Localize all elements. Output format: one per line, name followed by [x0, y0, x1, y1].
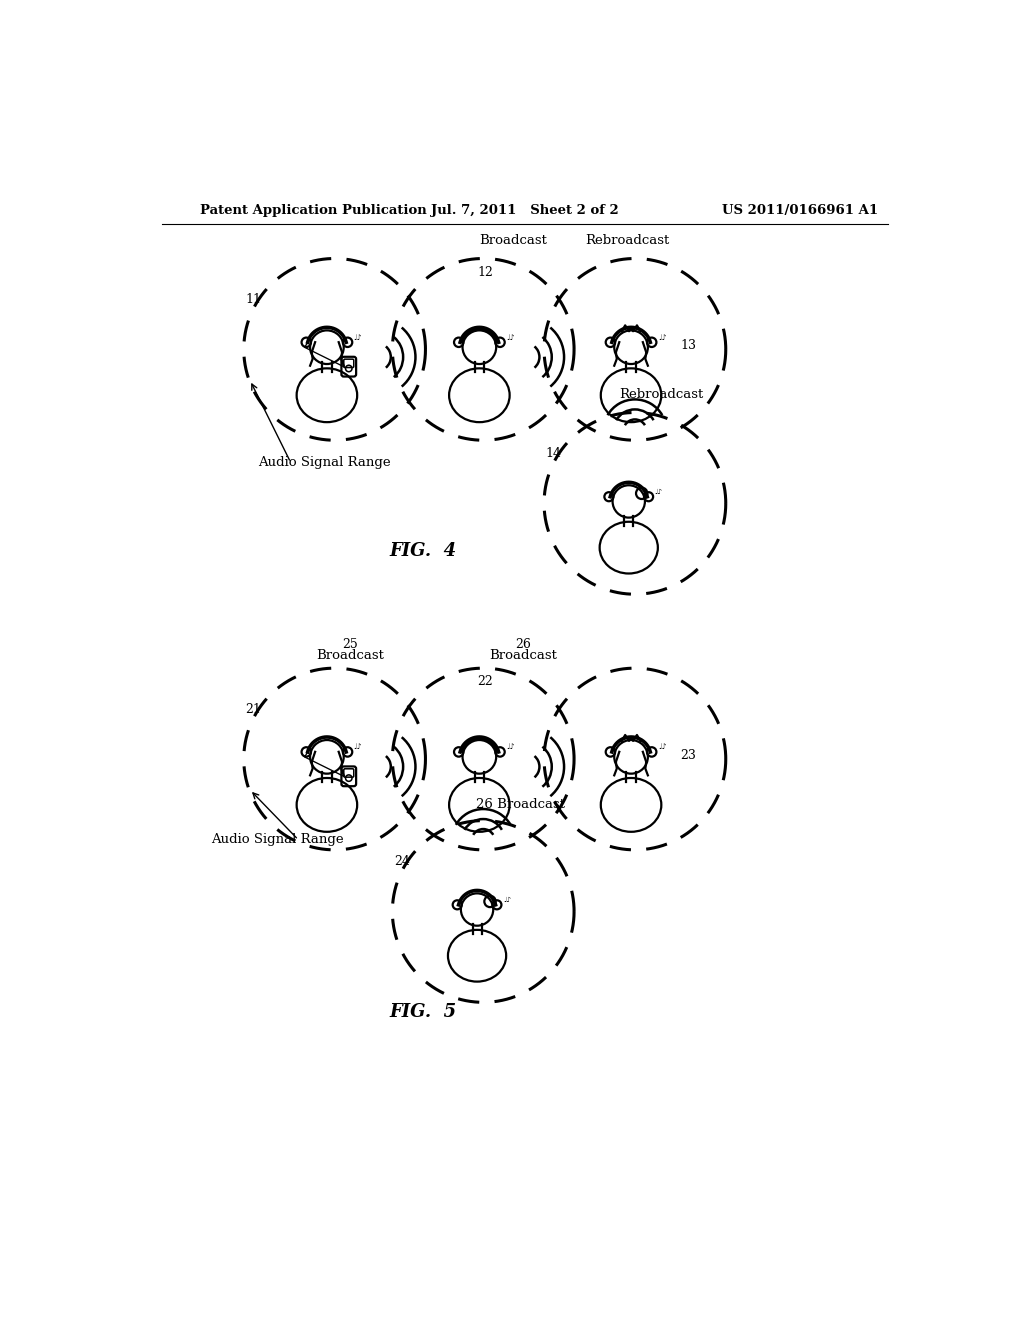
Text: ♩♪: ♩♪	[658, 333, 667, 342]
Text: Rebroadcast: Rebroadcast	[620, 388, 703, 401]
Text: Broadcast: Broadcast	[479, 234, 547, 247]
Text: Jul. 7, 2011   Sheet 2 of 2: Jul. 7, 2011 Sheet 2 of 2	[431, 205, 618, 218]
Text: ♩♪: ♩♪	[503, 898, 511, 903]
Text: Broadcast: Broadcast	[316, 649, 384, 663]
Text: 12: 12	[477, 265, 493, 279]
Text: Patent Application Publication: Patent Application Publication	[200, 205, 427, 218]
Text: ♩♪: ♩♪	[354, 333, 362, 342]
Text: ♩♪: ♩♪	[354, 742, 362, 751]
Text: 26: 26	[515, 638, 531, 651]
Text: US 2011/0166961 A1: US 2011/0166961 A1	[722, 205, 879, 218]
Text: ♩♪: ♩♪	[506, 742, 515, 751]
Text: 14: 14	[546, 447, 561, 459]
Text: 24: 24	[394, 855, 410, 869]
Text: 13: 13	[680, 339, 696, 352]
Text: ♩♪: ♩♪	[654, 488, 663, 495]
Text: 22: 22	[477, 676, 493, 688]
Text: 25: 25	[342, 638, 357, 651]
Text: ♩♪: ♩♪	[506, 333, 515, 342]
Text: 23: 23	[680, 748, 696, 762]
Text: 26 Broadcast: 26 Broadcast	[475, 799, 564, 812]
Text: 21: 21	[246, 702, 261, 715]
Text: Broadcast: Broadcast	[489, 649, 557, 663]
Text: 11: 11	[246, 293, 261, 306]
Text: FIG.  4: FIG. 4	[389, 543, 457, 560]
Text: FIG.  5: FIG. 5	[389, 1003, 457, 1020]
Text: Audio Signal Range: Audio Signal Range	[258, 455, 390, 469]
Text: Rebroadcast: Rebroadcast	[585, 234, 669, 247]
Text: ♩♪: ♩♪	[658, 742, 667, 751]
Text: Audio Signal Range: Audio Signal Range	[211, 833, 344, 846]
